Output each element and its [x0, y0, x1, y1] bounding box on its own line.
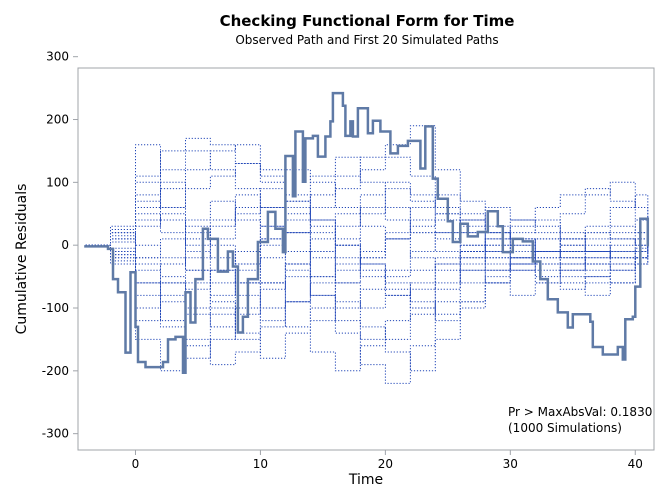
simulated-path-16	[85, 194, 649, 359]
simulated-path-11	[85, 144, 649, 278]
y-tick-label: 0	[61, 238, 69, 252]
simulated-path-2	[85, 150, 649, 309]
x-tick-label: 20	[378, 457, 393, 471]
x-ticks: 0 10 20 30 40	[132, 450, 643, 471]
simulated-path-9	[85, 188, 649, 309]
y-ticks: -300 -200 -100 0 100 200 300	[42, 50, 78, 441]
simulated-paths	[85, 125, 649, 384]
y-tick-label: 200	[46, 113, 69, 127]
x-tick-label: 10	[253, 457, 268, 471]
y-tick-label: -300	[42, 427, 69, 441]
y-tick-label: 300	[46, 50, 69, 64]
y-axis-label: Cumulative Residuals	[14, 184, 30, 335]
simulated-path-5	[85, 163, 649, 315]
y-tick-label: -200	[42, 364, 69, 378]
simulated-path-20	[85, 181, 648, 328]
simulated-path-1	[85, 232, 649, 384]
annotation-simulations: (1000 Simulations)	[508, 421, 622, 435]
chart-subtitle: Observed Path and First 20 Simulated Pat…	[235, 33, 498, 47]
x-tick-label: 0	[132, 457, 140, 471]
y-tick-label: -100	[42, 301, 69, 315]
simulated-path-14	[85, 194, 649, 290]
plot-frame	[77, 67, 655, 451]
observed-path	[84, 91, 650, 374]
annotation-pvalue: Pr > MaxAbsVal: 0.1830	[508, 405, 652, 419]
simulated-path-3	[85, 144, 649, 340]
chart-title: Checking Functional Form for Time	[220, 12, 515, 30]
simulated-path-17	[85, 207, 649, 322]
observed-path-group	[84, 91, 650, 374]
simulated-path-18	[85, 156, 649, 296]
x-tick-label: 30	[503, 457, 518, 471]
simulated-path-12	[85, 200, 648, 372]
simulated-path-13	[85, 188, 649, 322]
y-tick-label: 100	[46, 175, 69, 189]
simulated-path-15	[85, 137, 649, 322]
x-tick-label: 40	[628, 457, 643, 471]
x-axis-label: Time	[348, 472, 383, 488]
